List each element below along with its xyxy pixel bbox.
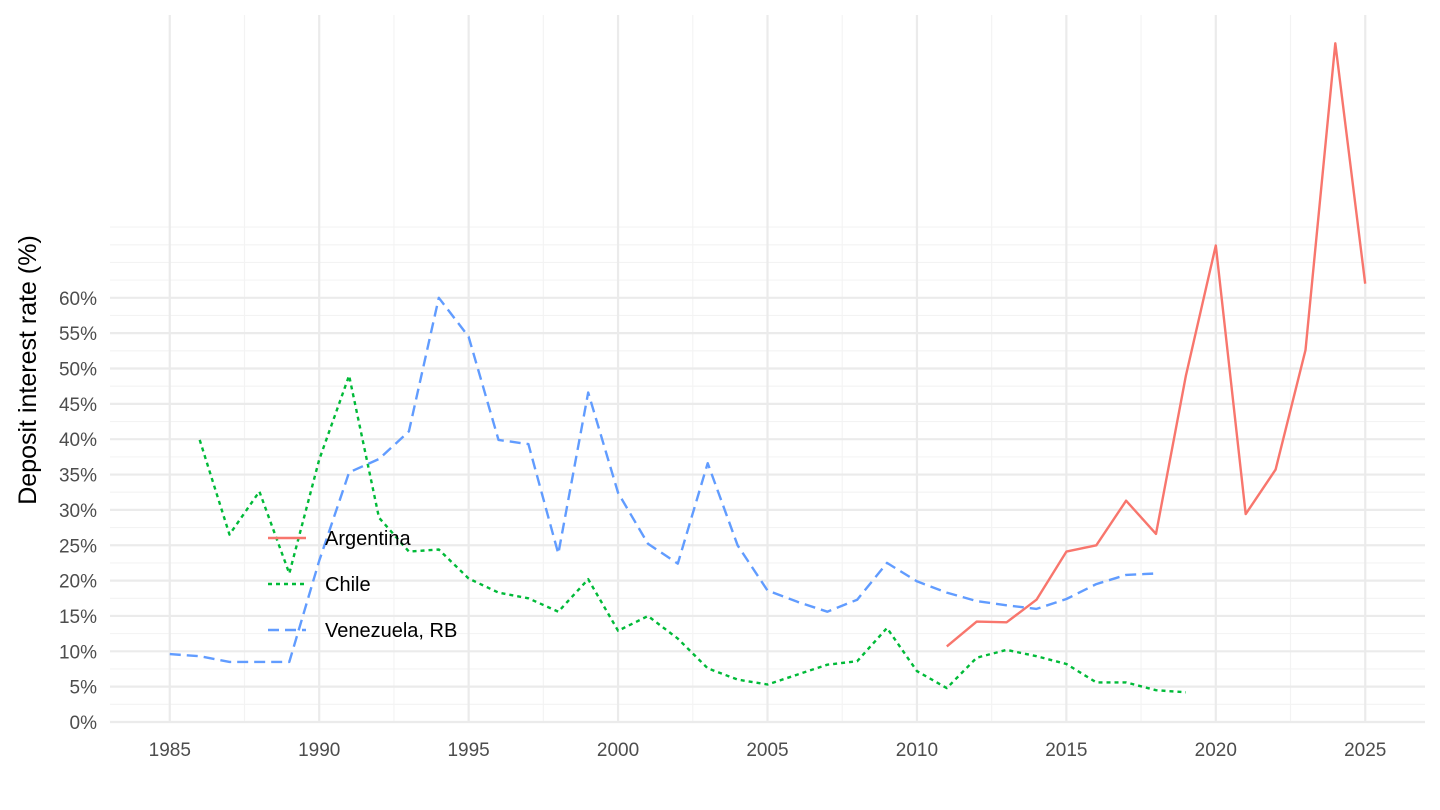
series-line-argentina: [946, 42, 1367, 648]
y-tick-label: 30%: [59, 501, 97, 522]
y-tick-label: 55%: [59, 324, 97, 345]
series-lines: [169, 42, 1367, 694]
legend: Argentina Chile Venezuela, RB: [268, 528, 457, 642]
legend-label: Venezuela, RB: [325, 620, 457, 642]
y-tick-label: 45%: [59, 395, 97, 416]
x-tick-label: 2015: [1045, 740, 1087, 761]
x-tick-label: 1990: [298, 740, 340, 761]
y-tick-label: 20%: [59, 572, 97, 593]
legend-label: Argentina: [325, 528, 411, 550]
y-tick-label: 50%: [59, 360, 97, 381]
x-tick-label: 2000: [597, 740, 639, 761]
y-tick-label: 35%: [59, 466, 97, 487]
x-tick-label: 1985: [149, 740, 191, 761]
x-axis-tick-labels: 1985 1990 1995 2000 2005 2010 2015 2020 2025: [149, 740, 1387, 761]
y-tick-label: 25%: [59, 536, 97, 557]
legend-label: Chile: [325, 574, 371, 596]
series-line-venezuela-rb: [169, 296, 1157, 664]
y-tick-label: 40%: [59, 430, 97, 451]
y-tick-label: 15%: [59, 607, 97, 628]
y-axis-tick-labels: 0% 5% 10% 15% 20% 25% 30% 35% 40% 45% 50% 55% 60%: [59, 289, 97, 734]
x-tick-label: 2025: [1344, 740, 1386, 761]
y-tick-label: 0%: [70, 713, 98, 734]
y-tick-label: 10%: [59, 642, 97, 663]
y-axis-title: Deposit interest rate (%): [14, 235, 42, 505]
y-tick-label: 5%: [70, 678, 98, 699]
y-tick-label: 60%: [59, 289, 97, 310]
major-gridlines: [110, 15, 1425, 724]
x-tick-label: 2010: [896, 740, 938, 761]
x-tick-label: 2005: [746, 740, 788, 761]
x-tick-label: 1995: [447, 740, 489, 761]
x-tick-label: 2020: [1195, 740, 1237, 761]
